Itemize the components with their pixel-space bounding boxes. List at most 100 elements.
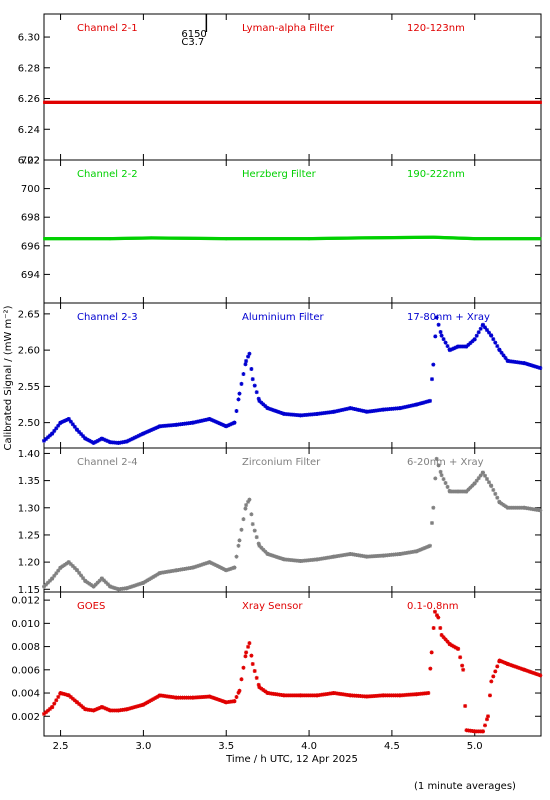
data-point (398, 235, 401, 240)
data-point (401, 100, 404, 104)
data-point (226, 567, 231, 572)
data-point (477, 237, 480, 241)
data-point (226, 423, 231, 428)
data-point (325, 100, 328, 104)
data-point (270, 100, 273, 104)
data-point (97, 100, 100, 104)
data-point (161, 236, 164, 240)
data-point (83, 579, 88, 584)
data-point (57, 237, 59, 241)
data-point (530, 100, 532, 104)
data-point (489, 484, 494, 489)
data-point (426, 100, 429, 104)
data-point (465, 236, 468, 240)
data-point (402, 235, 405, 240)
data-point (443, 637, 448, 642)
data-point (370, 236, 373, 240)
data-point (511, 664, 516, 669)
data-point (526, 669, 531, 674)
data-point (248, 237, 250, 241)
data-point (219, 565, 224, 570)
data-point (531, 237, 534, 241)
data-point (515, 237, 518, 241)
data-point (139, 236, 141, 240)
data-point (438, 235, 441, 240)
data-point (313, 100, 316, 104)
data-point (466, 100, 469, 104)
data-point (521, 100, 524, 104)
data-point (185, 100, 188, 104)
data-point (427, 235, 430, 239)
data-point (195, 564, 200, 569)
data-point (126, 438, 131, 443)
data-point (259, 400, 264, 405)
data-point (321, 236, 323, 241)
data-point (61, 100, 64, 104)
data-point (383, 236, 386, 240)
data-point (261, 237, 263, 241)
data-point (268, 237, 270, 241)
data-point (378, 236, 381, 240)
data-point (166, 236, 169, 240)
data-point (230, 421, 235, 426)
data-point (99, 237, 102, 241)
data-point (481, 322, 486, 327)
data-point (63, 237, 66, 241)
data-point (149, 698, 154, 703)
data-point (364, 100, 366, 104)
data-point (207, 417, 212, 421)
data-point (277, 410, 282, 415)
data-point (482, 237, 485, 241)
data-point (250, 377, 255, 382)
data-point (122, 236, 125, 241)
data-point (406, 100, 409, 104)
data-point (59, 100, 61, 104)
data-point (172, 236, 175, 240)
data-point (108, 584, 113, 589)
data-point (418, 100, 421, 104)
data-point (190, 236, 193, 240)
data-point (443, 100, 446, 104)
data-point (302, 100, 305, 104)
data-point (241, 372, 246, 377)
data-point (106, 237, 109, 241)
data-point (254, 675, 259, 680)
data-point (66, 417, 71, 421)
data-point (159, 236, 162, 240)
data-point (234, 409, 239, 414)
data-point (499, 501, 504, 506)
data-point (197, 236, 200, 240)
data-point (434, 613, 439, 618)
data-point (449, 236, 452, 240)
data-point (354, 236, 357, 240)
data-point (66, 560, 71, 565)
data-point (315, 236, 317, 241)
data-point (56, 694, 61, 699)
data-point (117, 236, 120, 241)
data-point (472, 100, 475, 104)
data-point (136, 582, 141, 587)
data-point (273, 100, 276, 104)
x-tick-label: 3.5 (218, 741, 234, 752)
data-point (239, 100, 242, 104)
data-point (298, 100, 301, 104)
data-point (60, 237, 63, 241)
data-point (131, 236, 134, 240)
data-point (436, 235, 439, 239)
data-point (65, 100, 68, 104)
data-point (254, 237, 256, 241)
data-point (85, 237, 88, 241)
panel-frame (43, 13, 542, 161)
data-point (315, 100, 318, 104)
data-point (130, 705, 135, 710)
data-point (538, 508, 543, 513)
data-point (330, 100, 333, 104)
data-point (96, 237, 99, 241)
data-point (81, 100, 84, 104)
data-point (509, 100, 512, 104)
data-point (196, 236, 199, 240)
data-point (149, 100, 152, 104)
data-point (103, 237, 106, 241)
data-point (181, 100, 184, 104)
data-point (89, 100, 92, 104)
